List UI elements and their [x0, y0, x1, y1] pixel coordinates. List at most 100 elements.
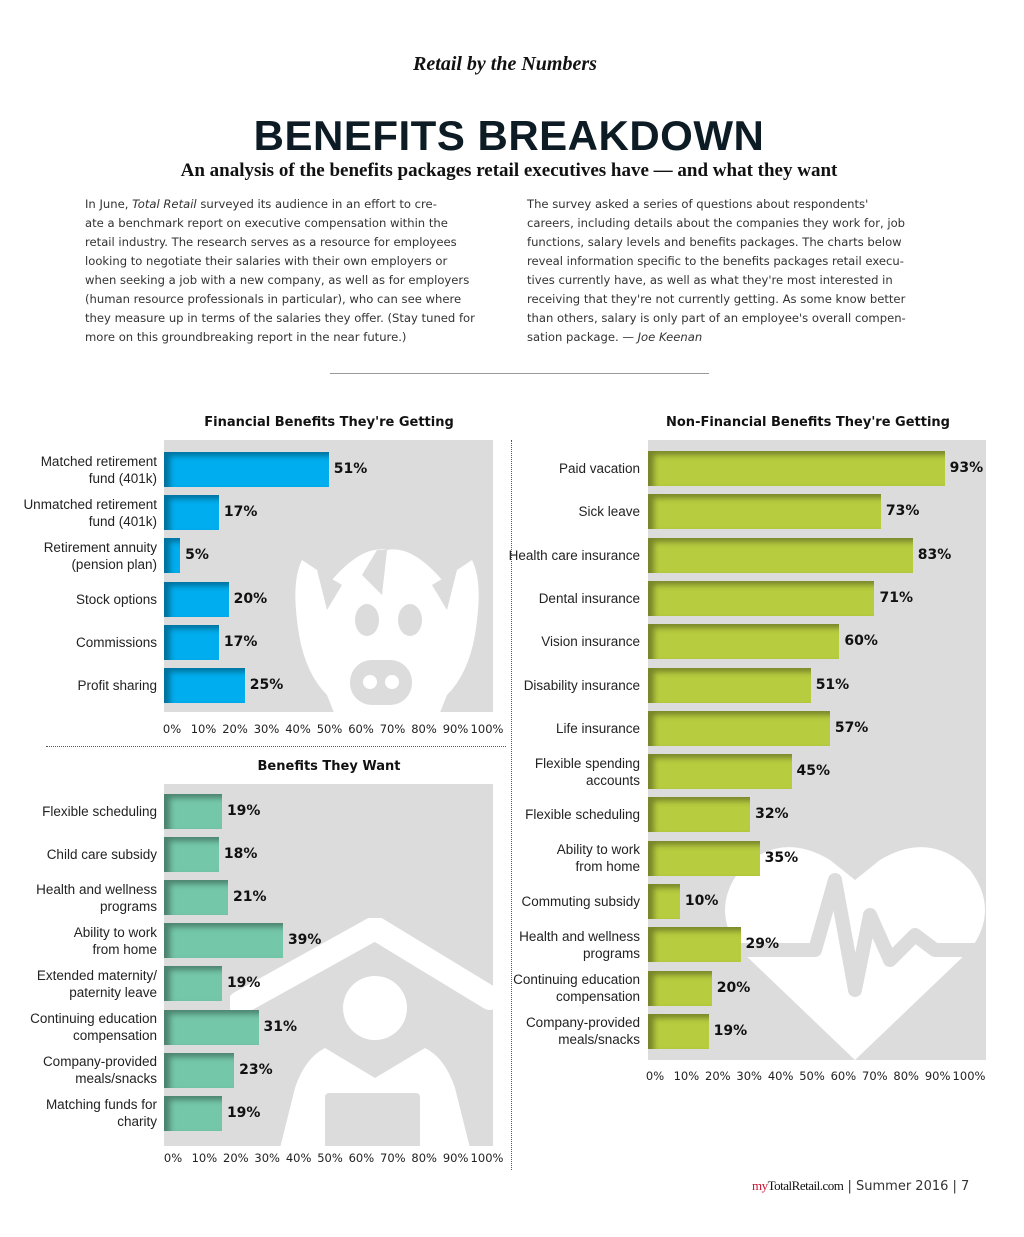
data-label: 39%	[287, 932, 322, 949]
x-tick-label: 30%	[253, 722, 280, 736]
bar	[648, 884, 680, 919]
x-tick-label: 10%	[190, 722, 217, 736]
bar	[164, 495, 219, 531]
x-tick-label: 40%	[767, 1069, 794, 1083]
chart-title: Non-Financial Benefits They're Getting	[666, 415, 950, 430]
data-label: 35%	[764, 849, 799, 866]
data-label: 20%	[716, 979, 751, 996]
category-label: Stock options	[75, 591, 157, 607]
data-label: 29%	[745, 936, 780, 953]
category-label: Extended maternity/ paternity leave	[36, 967, 157, 1000]
x-tick-label: 50%	[317, 1151, 343, 1165]
intro-left-body: surveyed its audience in an effort to cr…	[85, 197, 475, 344]
bar	[648, 537, 913, 573]
bar	[164, 581, 229, 617]
x-tick-label: 100%	[470, 1151, 504, 1165]
category-label: Health and wellness programs	[519, 928, 640, 961]
x-tick-label: 0%	[162, 722, 182, 736]
x-tick-label: 10%	[673, 1069, 700, 1083]
brand-logo: myTotalRetail.com	[752, 1178, 844, 1193]
bar	[164, 538, 181, 574]
x-tick-label: 90%	[924, 1069, 951, 1083]
heart-heartbeat-icon	[720, 847, 986, 1060]
x-tick-label: 50%	[316, 722, 343, 736]
category-label: Profit sharing	[77, 678, 157, 693]
data-label: 21%	[233, 889, 267, 906]
x-tick-label: 20%	[223, 1151, 249, 1165]
x-tick-label: 10%	[191, 1151, 218, 1165]
category-label: Life insurance	[555, 720, 640, 736]
data-label: 51%	[333, 461, 368, 477]
intro-right-paragraph: The survey asked a series of questions a…	[527, 195, 947, 347]
data-label: 19%	[226, 975, 261, 992]
horizontal-dotted-divider	[46, 746, 506, 747]
data-label: 71%	[879, 589, 913, 606]
data-label: 18%	[223, 846, 258, 863]
category-label: Flexible spending accounts	[534, 755, 640, 788]
bar	[648, 840, 760, 876]
data-label: 83%	[917, 546, 952, 563]
x-tick-label: 0%	[645, 1069, 665, 1083]
category-label: Health and wellness programs	[36, 881, 157, 914]
x-tick-label: 0%	[163, 1151, 183, 1165]
brand-my: my	[752, 1178, 768, 1193]
piggy-bank-icon	[295, 549, 479, 712]
bar	[648, 624, 840, 660]
x-tick-label: 80%	[411, 722, 437, 736]
category-label: Paid vacation	[558, 461, 640, 476]
category-label: Ability to work from home	[73, 924, 157, 957]
bar	[648, 494, 881, 530]
category-label: Continuing education compensation	[513, 972, 640, 1005]
data-label: 45%	[796, 763, 831, 780]
bar	[164, 923, 283, 959]
category-label: Disability insurance	[523, 677, 640, 693]
data-label: 32%	[755, 806, 789, 823]
intro-right-body: The survey asked a series of questions a…	[527, 197, 906, 344]
x-tick-label: 20%	[222, 722, 248, 736]
data-label: 17%	[223, 504, 258, 521]
x-tick-label: 40%	[285, 722, 311, 736]
bar	[648, 667, 811, 703]
intro-left-paragraph: In June, Total Retail surveyed its audie…	[85, 195, 513, 347]
bar	[648, 927, 741, 963]
x-tick-label: 70%	[380, 1151, 406, 1165]
category-label: Health care insurance	[508, 547, 640, 563]
section-kicker: Retail by the Numbers	[413, 53, 597, 75]
x-tick-label: 70%	[862, 1069, 888, 1083]
category-label: Company-provided meals/snacks	[525, 1015, 640, 1048]
page-footer: myTotalRetail.com | Summer 2016 | 7	[752, 1178, 969, 1194]
x-tick-label: 80%	[411, 1151, 437, 1165]
category-label: Unmatched retirement fund (401k)	[23, 496, 157, 529]
x-tick-label: 70%	[379, 722, 406, 736]
category-label: Company-provided meals/snacks	[42, 1054, 157, 1087]
publication-name: Total Retail	[132, 197, 197, 211]
category-label: Flexible scheduling	[525, 807, 640, 823]
x-tick-label: 90%	[442, 1151, 469, 1165]
bar	[648, 970, 712, 1006]
data-label: 20%	[233, 590, 268, 607]
x-tick-label: 100%	[952, 1069, 986, 1083]
bar	[164, 880, 229, 916]
category-label: Ability to work from home	[556, 842, 640, 875]
x-tick-label: 90%	[442, 722, 469, 736]
footer-separator: |	[843, 1179, 856, 1194]
category-label: Matching funds for charity	[45, 1097, 157, 1130]
bar	[648, 754, 792, 790]
bar	[648, 580, 875, 616]
category-label: Dental insurance	[538, 590, 640, 606]
intro-left-column: In June, Total Retail surveyed its audie…	[85, 195, 513, 347]
category-label: Commuting subsidy	[521, 894, 640, 909]
bar	[648, 451, 945, 486]
category-label: Matched retirement fund (401k)	[40, 453, 157, 486]
bar	[164, 794, 222, 829]
vertical-dotted-divider	[511, 440, 512, 1170]
plot-area	[648, 440, 986, 1060]
page-subtitle: An analysis of the benefits packages ret…	[180, 160, 838, 181]
data-label: 93%	[949, 460, 984, 476]
x-tick-label: 60%	[348, 1151, 375, 1165]
data-label: 19%	[226, 803, 261, 819]
brand-name: TotalRetail.com	[767, 1178, 844, 1193]
x-tick-label: 80%	[893, 1069, 919, 1083]
chart-title: Benefits They Want	[257, 759, 401, 774]
person-at-home-icon	[230, 918, 493, 1146]
